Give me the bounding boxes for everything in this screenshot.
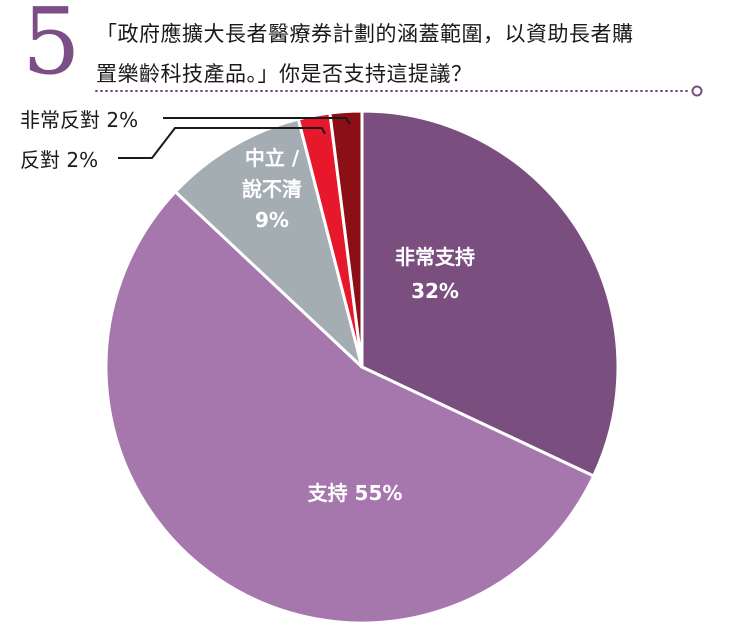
- question-text-line-2: 置樂齡科技產品。」你是否支持這提議？: [96, 62, 473, 86]
- question-text-line-1: 「政府應擴大長者醫療券計劃的涵蓋範圍，以資助長者購: [96, 22, 634, 46]
- slice-neutral: [173, 117, 364, 369]
- question-number: 5: [22, 0, 81, 95]
- label-support: 支持 55%: [308, 481, 403, 505]
- slice-strongly-support: [360, 109, 620, 478]
- pie-slices: [104, 109, 620, 625]
- divider-end-circle: [691, 85, 703, 97]
- leader-line-strongly-oppose: [163, 117, 351, 125]
- label-strongly-support-value: 32%: [411, 279, 459, 303]
- slice-strongly-oppose: [328, 109, 364, 369]
- label-strongly-support-name: 非常支持: [395, 245, 475, 269]
- label-neutral-line-3: 9%: [255, 208, 289, 232]
- label-oppose: 反對 2%: [20, 148, 98, 172]
- slice-support: [104, 190, 596, 625]
- label-neutral-line-2: 說不清: [242, 177, 302, 201]
- label-strongly-oppose: 非常反對 2%: [20, 108, 138, 132]
- label-neutral-line-1: 中立 /: [245, 146, 300, 170]
- leader-line-oppose: [118, 127, 326, 159]
